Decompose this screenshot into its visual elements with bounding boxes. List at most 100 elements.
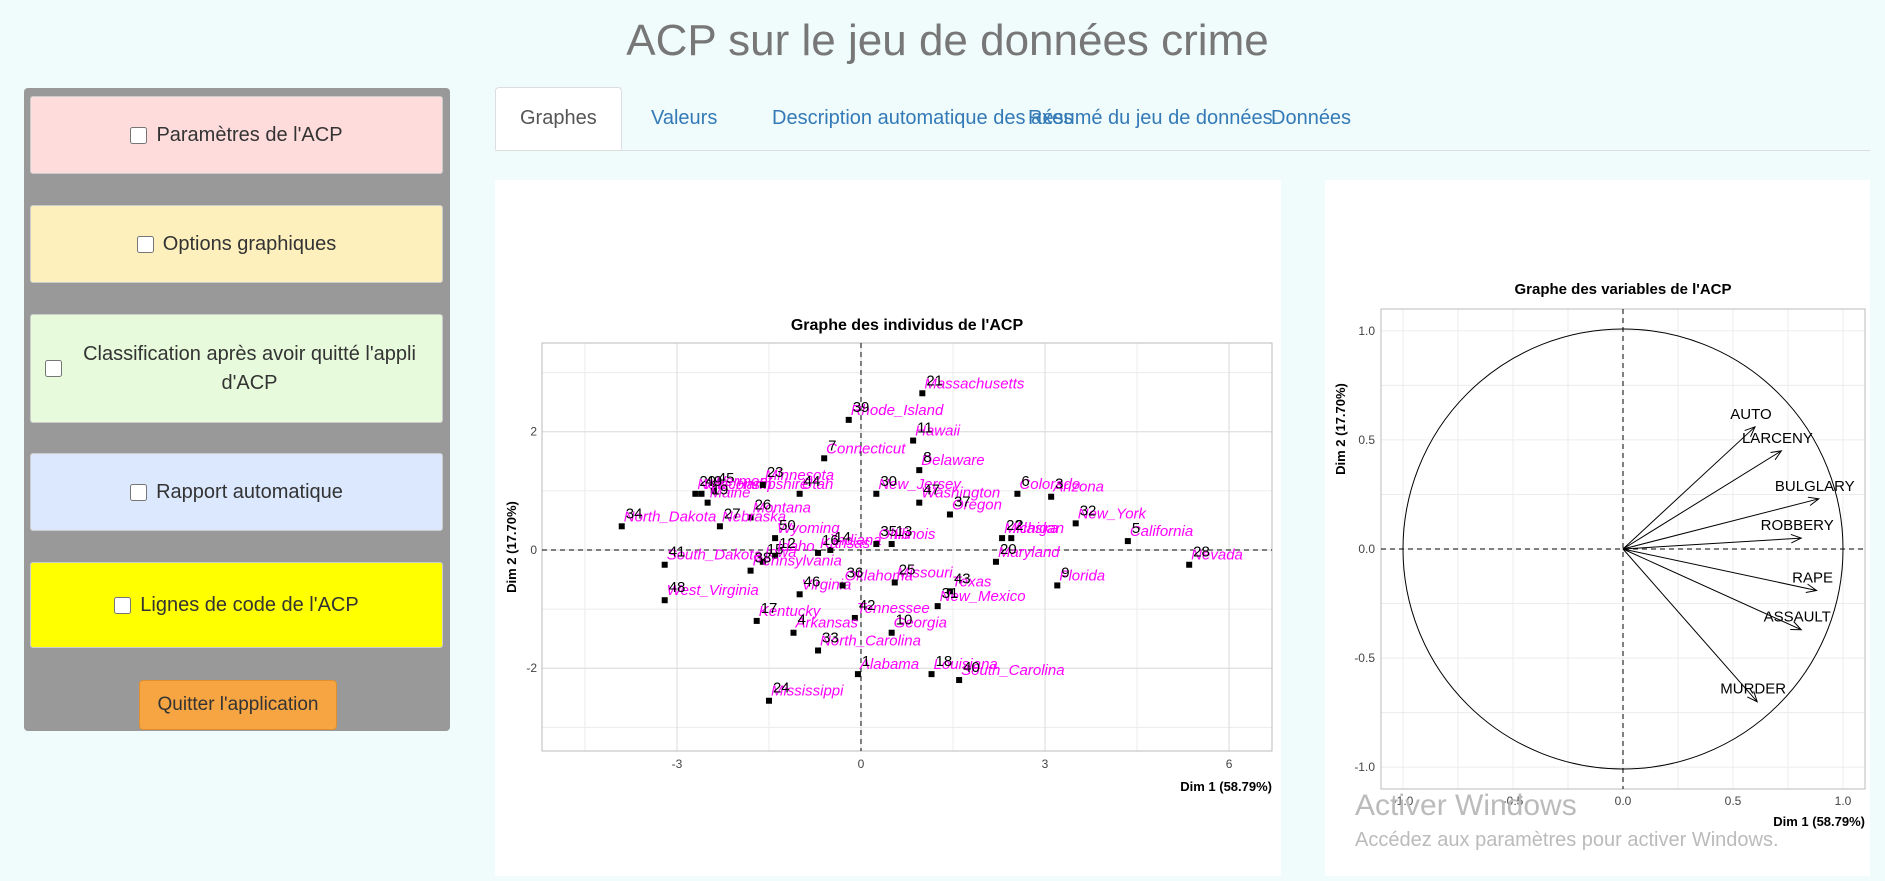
point-marker xyxy=(1186,561,1193,568)
point-id: 10 xyxy=(896,612,913,629)
point-id: 8 xyxy=(923,449,931,466)
point-marker xyxy=(796,490,803,497)
point-marker xyxy=(946,588,953,595)
classification-checkbox[interactable] xyxy=(45,360,62,377)
point-id: 49 xyxy=(705,473,722,490)
point-label: Kansas xyxy=(820,535,871,552)
tab-graphes[interactable]: Graphes xyxy=(495,87,622,150)
panel-label: Paramètres de l'ACP xyxy=(156,123,343,146)
point-marker xyxy=(992,558,999,565)
point-marker xyxy=(753,617,760,624)
point-label: Nevada xyxy=(1191,547,1243,564)
variable-label: MURDER xyxy=(1720,681,1786,698)
tab-valeurs[interactable]: Valeurs xyxy=(651,107,718,129)
point-marker xyxy=(815,647,822,654)
point-marker xyxy=(759,558,766,565)
panel-auto-report[interactable]: Rapport automatique xyxy=(30,453,443,531)
panel-classification[interactable]: Classification après avoir quitté l'appl… xyxy=(30,314,443,423)
point-marker xyxy=(747,514,754,521)
point-id: 35 xyxy=(880,523,897,540)
point-id: 41 xyxy=(669,544,686,561)
point-marker xyxy=(910,437,917,444)
point-label: South_Carolina xyxy=(961,662,1064,679)
point-label: Illinois xyxy=(894,526,936,543)
variables-plot-panel: Graphe des variables de l'ACP -1.0 -0.5 0.0… xyxy=(1325,180,1870,876)
point-label: Massachusetts xyxy=(924,375,1025,392)
point-id: 33 xyxy=(822,629,839,646)
code-lines-checkbox[interactable] xyxy=(114,596,132,614)
point-marker xyxy=(928,671,935,678)
chart-title: Graphe des individus de l'ACP xyxy=(791,317,1024,334)
point-label: Kentucky xyxy=(759,603,822,620)
tab-resume[interactable]: Résumé du jeu de données xyxy=(1028,107,1273,129)
point-marker xyxy=(854,671,861,678)
point-id: 14 xyxy=(834,529,851,546)
point-id: 40 xyxy=(963,659,980,676)
point-id: 25 xyxy=(899,561,916,578)
point-marker xyxy=(891,579,898,586)
point-marker xyxy=(1124,538,1131,545)
point-label: Nebraska xyxy=(722,508,786,525)
point-label: Mississippi xyxy=(771,683,844,700)
variables-chart: Graphe des variables de l'ACP -1.0 -0.5 0.0… xyxy=(1333,281,1866,829)
x-tick-label: 0.0 xyxy=(1615,794,1632,808)
y-axis-label: Dim 2 (17.70%) xyxy=(504,501,519,593)
point-marker xyxy=(747,567,754,574)
point-marker xyxy=(851,614,858,621)
individuals-chart: Graphe des individus de l'ACP-3 0 3 6-202Di… xyxy=(504,317,1273,794)
point-marker xyxy=(704,499,711,506)
panel-label: Classification après avoir quitté l'appl… xyxy=(83,342,416,394)
variable-arrowhead xyxy=(1744,425,1756,438)
acp-parameters-checkbox[interactable] xyxy=(130,126,148,144)
point-marker xyxy=(916,499,923,506)
x-tick-label: -0.5 xyxy=(1503,794,1524,808)
point-id: 27 xyxy=(724,505,741,522)
point-label: Hawaii xyxy=(915,423,961,440)
y-tick-label: 0.5 xyxy=(1358,433,1375,447)
point-marker xyxy=(772,552,779,559)
point-label: New_Hampshire xyxy=(697,476,808,493)
panel-code-lines[interactable]: Lignes de code de l'ACP xyxy=(30,562,443,648)
tab-description-axes[interactable]: Description automatique des axes xyxy=(772,107,1074,129)
point-id: 16 xyxy=(822,532,839,549)
point-label: California xyxy=(1130,523,1193,540)
point-id: 4 xyxy=(798,612,806,629)
variable-arrow xyxy=(1622,548,1802,631)
point-marker xyxy=(839,582,846,589)
graphic-options-checkbox[interactable] xyxy=(136,235,154,253)
point-label: Alaska xyxy=(1012,520,1058,537)
point-id: 7 xyxy=(828,437,836,454)
y-tick-label: 1.0 xyxy=(1358,324,1375,338)
variable-arrowhead xyxy=(1807,496,1821,506)
tab-bar: Graphes Valeurs Description automatique … xyxy=(495,87,1870,151)
point-marker xyxy=(916,467,923,474)
point-marker xyxy=(888,541,895,548)
point-label: Wyoming xyxy=(777,520,840,537)
x-axis-label: Dim 1 (58.79%) xyxy=(1773,814,1865,829)
individuals-plot-panel: Graphe des individus de l'ACP -3 0 3 6 -2 0 2 Di… xyxy=(495,180,1281,876)
point-id: 38 xyxy=(755,550,772,567)
y-tick-label: -0.5 xyxy=(1354,651,1375,665)
point-label: Arkansas xyxy=(795,615,859,632)
point-id: 18 xyxy=(936,653,953,670)
point-label: Missouri xyxy=(897,564,954,581)
tab-donnees[interactable]: Données xyxy=(1271,107,1352,129)
point-marker xyxy=(716,523,723,530)
point-label: South_Dakota xyxy=(667,547,762,564)
point-label: Louisiana xyxy=(934,656,998,673)
point-label: Utah xyxy=(802,476,834,493)
point-id: 23 xyxy=(767,464,784,481)
point-id: 26 xyxy=(755,496,772,513)
point-id: 13 xyxy=(896,523,913,540)
variable-arrow xyxy=(1622,548,1758,703)
point-label: Arizona xyxy=(1052,479,1104,496)
panel-graphic-options[interactable]: Options graphiques xyxy=(30,205,443,283)
page-title: ACP sur le jeu de données crime xyxy=(626,16,1269,65)
panel-acp-parameters[interactable]: Paramètres de l'ACP xyxy=(30,96,443,174)
point-label: North_Dakota xyxy=(624,508,717,525)
variable-arrow xyxy=(1622,537,1802,550)
quit-button[interactable]: Quitter l'application xyxy=(139,680,337,730)
y-axis-label: Dim 2 (17.70%) xyxy=(1333,383,1348,475)
auto-report-checkbox[interactable] xyxy=(130,483,148,501)
point-marker xyxy=(956,677,963,684)
